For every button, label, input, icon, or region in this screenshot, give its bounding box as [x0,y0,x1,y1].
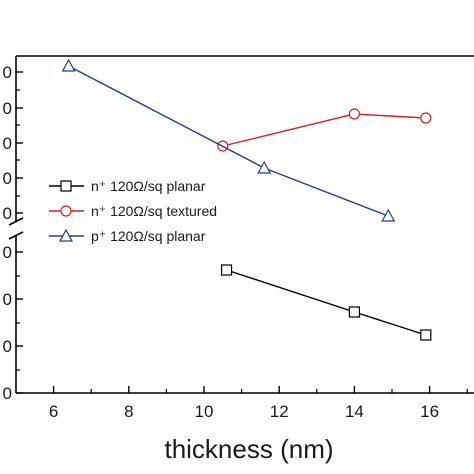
legend-marker [60,180,72,192]
legend-label: n⁺ 120Ω/sq planar [91,178,206,194]
y-tick-label: 0 [3,99,12,118]
data-point [220,264,233,276]
legend-marker [58,228,74,242]
series-line [222,113,426,147]
data-point [420,112,432,124]
y-tick-label: 0 [3,204,12,223]
series-circle [217,108,432,152]
y-tick-label: 0 [3,169,12,188]
data-point [348,306,360,318]
axes [8,55,474,394]
x-tick-label: 16 [420,402,439,421]
data-point [61,58,76,72]
legend-marker [60,205,72,217]
y-tick-label: 0 [3,243,12,262]
y-axis-break-mark-upper [8,217,24,226]
legend-item: p⁺ 120Ω/sq planar [49,228,206,244]
x-tick-label: 14 [345,402,364,421]
legend-item: n⁺ 120Ω/sq planar [49,178,206,194]
x-tick-label: 8 [124,402,133,421]
legend-label: p⁺ 120Ω/sq planar [91,228,206,244]
x-tick-label: 6 [49,402,58,421]
series-triangle [61,58,396,222]
y-axis-break-mark-lower [8,231,24,240]
data-point [348,108,360,120]
x-tick-label: 12 [270,402,289,421]
series [61,58,432,341]
data-point [257,160,272,174]
ticks: 6 8 10 12 14 16 0 0 0 0 0 0 0 0 0 [3,63,468,421]
y-tick-label: 0 [3,134,12,153]
x-axis-title: thickness (nm) [164,434,333,464]
y-tick-label: 0 [3,63,12,82]
series-line [226,269,427,336]
y-tick-label: 0 [3,337,12,356]
legend-label: n⁺ 120Ω/sq textured [91,203,217,219]
data-point [381,208,396,222]
x-tick-label: 10 [195,402,214,421]
legend: n⁺ 120Ω/sq planar n⁺ 120Ω/sq textured p⁺ 1… [49,178,217,244]
y-tick-label: 0 [3,384,12,403]
y-tick-label: 0 [3,290,12,309]
data-point [420,329,432,341]
series-square [220,264,432,341]
legend-item: n⁺ 120Ω/sq textured [49,203,217,219]
